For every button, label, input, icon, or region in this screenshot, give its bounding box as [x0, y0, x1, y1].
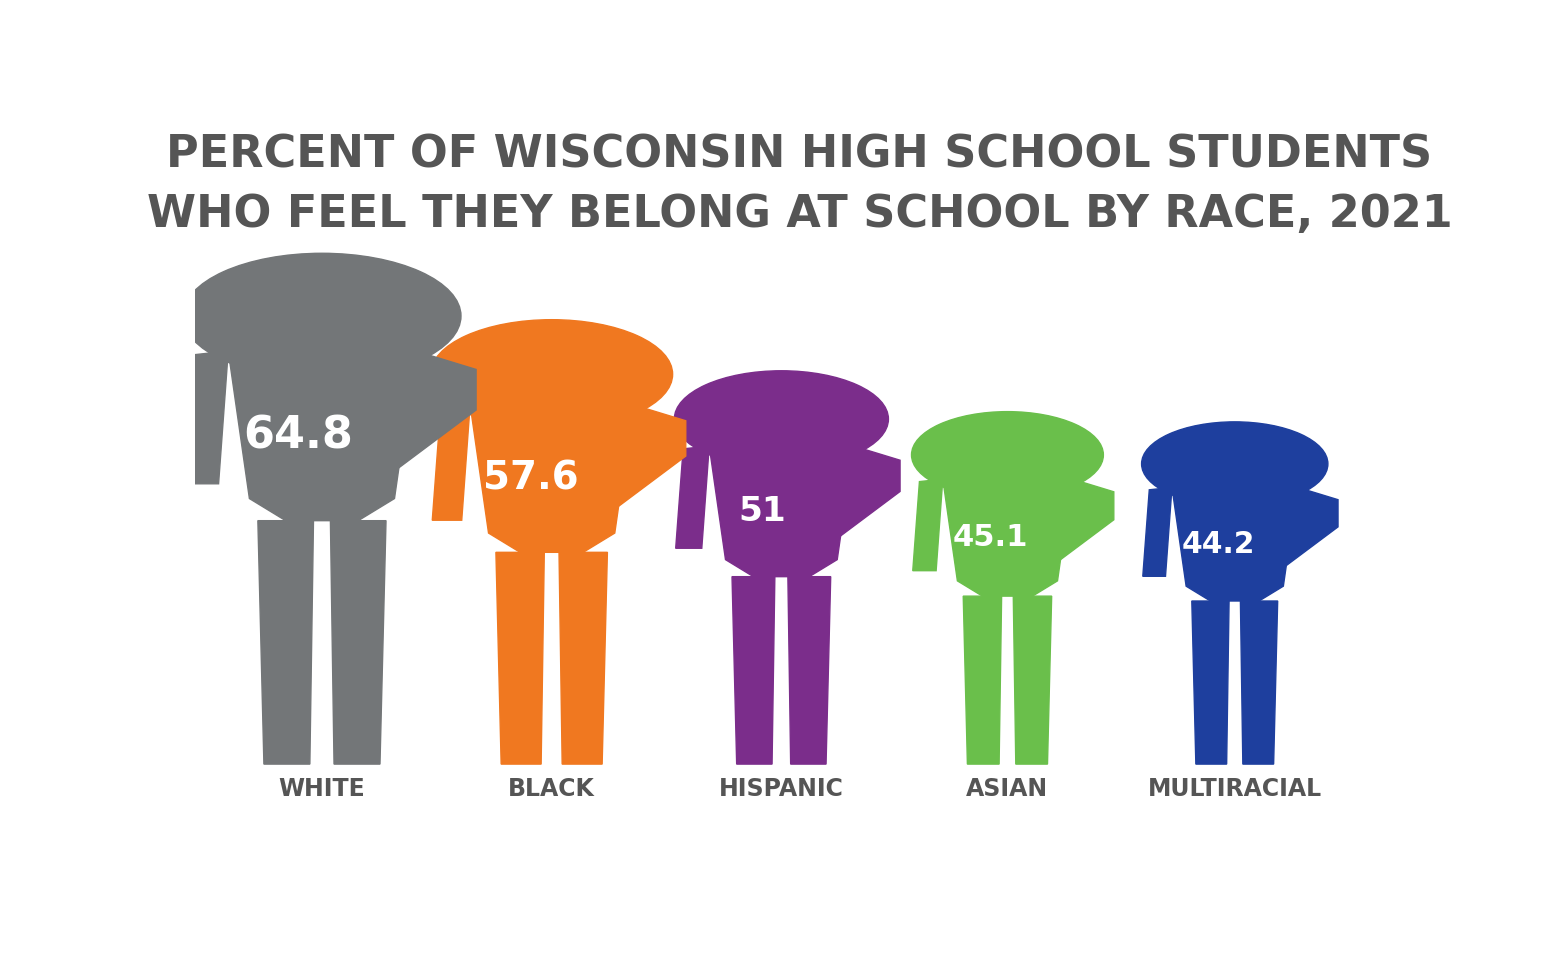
Polygon shape [963, 596, 1002, 764]
Text: MULTIRACIAL: MULTIRACIAL [1148, 777, 1321, 802]
Polygon shape [331, 520, 385, 764]
Polygon shape [942, 479, 1072, 596]
Ellipse shape [431, 320, 672, 429]
Polygon shape [432, 404, 470, 520]
Text: WHITE: WHITE [279, 777, 365, 802]
Text: PERCENT OF WISCONSIN HIGH SCHOOL STUDENTS
WHO FEEL THEY BELONG AT SCHOOL BY RACE: PERCENT OF WISCONSIN HIGH SCHOOL STUDENT… [147, 133, 1452, 237]
Ellipse shape [674, 371, 889, 468]
Polygon shape [558, 553, 607, 764]
Ellipse shape [183, 253, 462, 378]
Polygon shape [470, 404, 633, 553]
Polygon shape [710, 446, 853, 577]
Text: ASIAN: ASIAN [966, 777, 1048, 802]
Ellipse shape [911, 412, 1103, 498]
Polygon shape [228, 351, 415, 520]
Polygon shape [788, 577, 831, 764]
Polygon shape [732, 577, 775, 764]
Polygon shape [1172, 488, 1298, 601]
Polygon shape [1192, 601, 1229, 764]
Text: 57.6: 57.6 [482, 460, 579, 497]
Ellipse shape [1142, 422, 1328, 506]
Polygon shape [184, 351, 228, 484]
Polygon shape [1143, 488, 1172, 577]
Polygon shape [1041, 479, 1114, 568]
Text: 64.8: 64.8 [243, 415, 353, 457]
Text: 44.2: 44.2 [1182, 530, 1256, 559]
Polygon shape [913, 479, 942, 571]
Text: BLACK: BLACK [509, 777, 594, 802]
Polygon shape [675, 446, 710, 548]
Polygon shape [370, 351, 476, 480]
Polygon shape [496, 553, 544, 764]
Polygon shape [819, 446, 900, 545]
Polygon shape [1240, 601, 1278, 764]
Text: HISPANIC: HISPANIC [719, 777, 844, 802]
Polygon shape [1267, 488, 1338, 574]
Polygon shape [1014, 596, 1051, 764]
Text: 45.1: 45.1 [953, 523, 1028, 552]
Polygon shape [594, 404, 686, 517]
Polygon shape [257, 520, 314, 764]
Text: 51: 51 [739, 495, 786, 528]
